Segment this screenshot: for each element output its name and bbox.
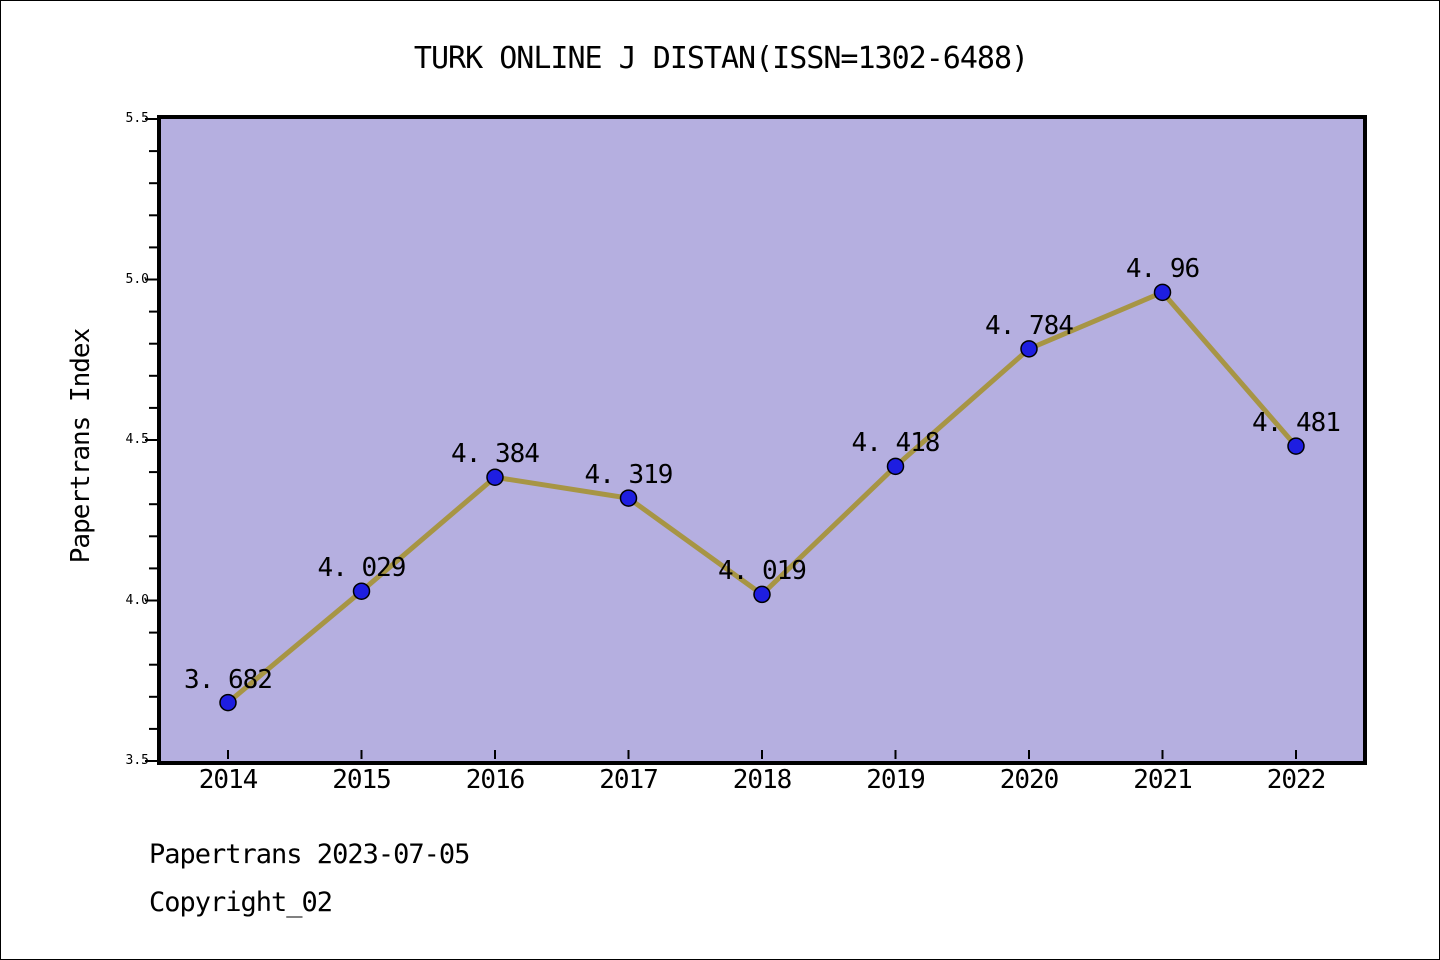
data-point [753,585,771,604]
data-point [1287,437,1305,455]
y-tick-label: 4.0 [125,592,149,608]
data-point-label: 4. 319 [584,460,674,491]
data-point [1153,283,1172,302]
y-axis-label: Papertrans Index [66,328,96,564]
data-point-label: 4. 481 [1252,408,1341,439]
data-point-label: 4. 384 [451,439,540,470]
data-point [1020,340,1038,358]
data-point-label: 4. 019 [718,556,807,587]
data-point [886,457,905,476]
x-tick-label: 2019 [866,765,926,795]
x-tick-label: 2015 [332,765,392,795]
plot-area [157,115,1367,765]
data-point [486,468,504,486]
data-point-label: 4. 784 [985,310,1074,341]
data-point-label: 4. 418 [851,428,941,459]
x-tick-label: 2016 [465,765,526,795]
footer-copyright: Copyright_02 [149,887,333,918]
x-tick-label: 2018 [732,765,793,795]
data-point [619,489,638,507]
x-tick-label: 2022 [1266,765,1327,795]
footer-date: Papertrans 2023-07-05 [149,839,470,870]
data-point-label: 4. 96 [1125,254,1200,285]
data-point-label: 4. 029 [317,553,407,584]
y-tick-label: 5.5 [125,111,149,126]
data-point [352,582,371,600]
x-tick-label: 2014 [198,765,259,795]
chart-title: TURK ONLINE J DISTAN(ISSN=1302-6488) [413,41,1029,76]
x-tick-label: 2020 [999,765,1060,795]
y-tick-label: 4.5 [125,432,149,447]
y-tick-label: 3.5 [125,753,149,768]
x-tick-label: 2017 [599,765,659,795]
x-tick-label: 2021 [1133,765,1193,795]
data-point-label: 3. 682 [184,664,273,695]
y-tick-label: 5.0 [125,271,149,287]
data-point [219,693,237,712]
